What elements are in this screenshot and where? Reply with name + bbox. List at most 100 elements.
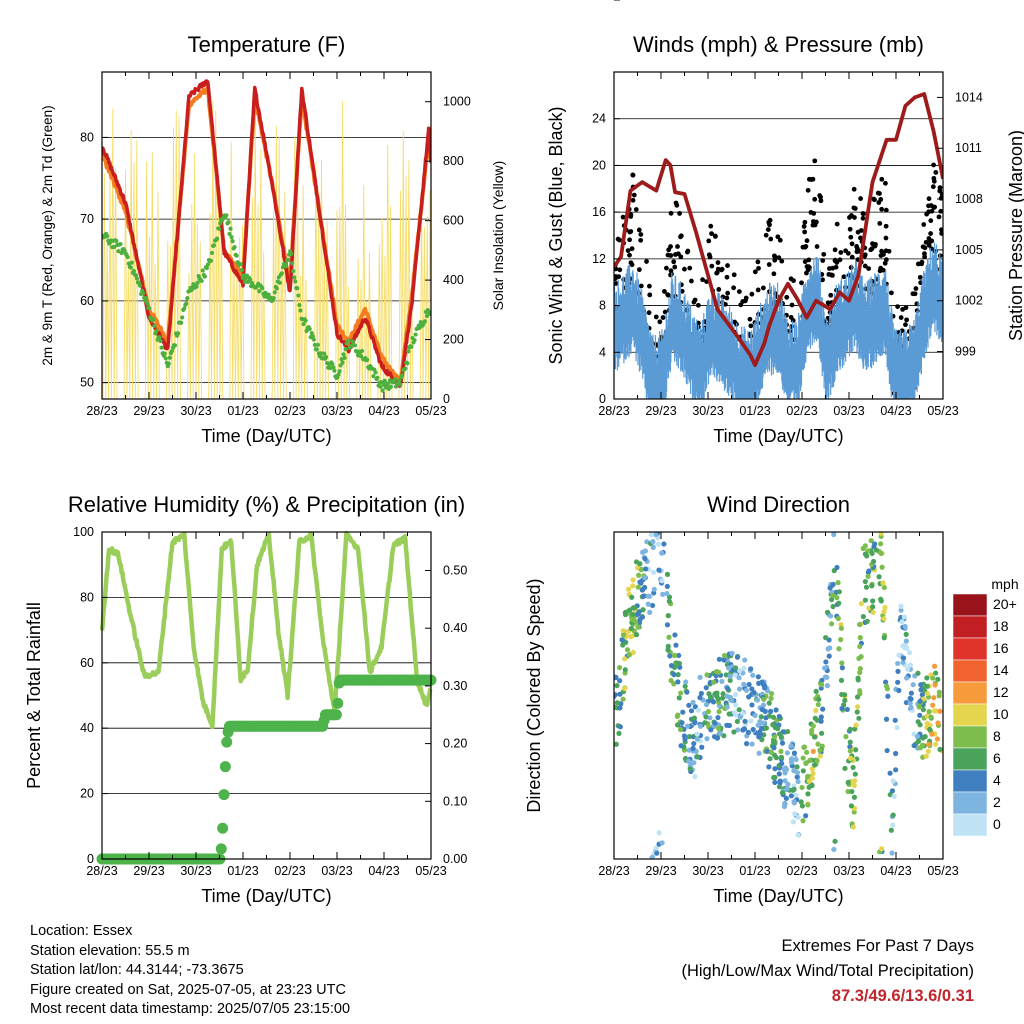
direction-point [845, 788, 851, 795]
dewpoint-point [422, 319, 427, 324]
gust-point [801, 224, 807, 229]
direction-point [930, 675, 936, 681]
dewpoint-point [274, 286, 279, 291]
legend-label: 18 [993, 618, 1009, 634]
dewpoint-point [296, 293, 301, 298]
direction-point [748, 718, 754, 724]
direction-point [770, 722, 776, 728]
direction-point [884, 686, 890, 692]
dewpoint-point [358, 354, 364, 359]
direction-point [809, 766, 815, 772]
humidity-precip-panel: 28/23 29/23 30/23 01/23 02/23 03/23 04/23 05/23… [24, 492, 467, 906]
direction-point [737, 714, 743, 720]
direction-point [743, 741, 750, 747]
x-axis-label: Time (Day/UTC) [713, 886, 843, 906]
direction-point [683, 679, 689, 685]
direction-point [893, 750, 899, 757]
direction-point [702, 720, 708, 726]
direction-point [692, 719, 698, 725]
direction-point [741, 665, 747, 671]
x-tick-label: 01/23 [227, 404, 258, 418]
direction-point [630, 583, 636, 589]
direction-point [869, 550, 875, 557]
plot-frame [101, 531, 432, 860]
direction-point [622, 685, 628, 692]
direction-point [647, 609, 653, 615]
direction-point [884, 747, 890, 754]
wind-direction-panel: 28/23 29/23 30/23 01/23 02/23 03/23 04/23 05/23… [524, 0, 959, 906]
gust-point [939, 191, 943, 197]
direction-point [832, 838, 838, 844]
direction-point [759, 725, 765, 732]
direction-point [807, 757, 813, 763]
dewpoint-point [360, 348, 365, 354]
direction-point [707, 694, 714, 700]
dewpoint-point [119, 250, 124, 256]
direction-point [676, 695, 682, 701]
gust-point [799, 280, 804, 286]
direction-point [905, 666, 911, 672]
direction-point [664, 571, 671, 577]
dewpoint-point [346, 338, 351, 343]
gust-point [668, 268, 674, 274]
direction-point [775, 725, 781, 732]
legend-title: mph [991, 576, 1018, 592]
extremes-box: Extremes For Past 7 Days (High/Low/Max W… [681, 934, 974, 1009]
gust-point [851, 186, 857, 192]
direction-point [749, 702, 755, 708]
direction-point [767, 756, 773, 762]
dewpoint-point [195, 280, 200, 285]
dewpoint-point [312, 342, 317, 348]
gust-point [678, 234, 683, 240]
y-right-tick-label: 400 [443, 273, 464, 287]
gust-point [912, 291, 918, 297]
gust-point [731, 272, 737, 278]
dewpoint-point [298, 308, 303, 313]
dewpoint-point [311, 337, 316, 342]
direction-point [684, 723, 691, 729]
gust-point [845, 250, 851, 256]
gust-point [898, 315, 904, 320]
extremes-values: 87.3/49.6/13.6/0.31 [831, 987, 974, 1005]
direction-point [883, 679, 889, 685]
direction-point [721, 657, 727, 663]
dewpoint-point [318, 351, 324, 356]
direction-point [838, 637, 844, 643]
direction-point [924, 690, 931, 697]
direction-point [614, 674, 619, 681]
gust-point [790, 318, 796, 323]
x-tick-label: 04/23 [368, 404, 399, 418]
direction-point [842, 765, 848, 772]
legend-label: 12 [993, 684, 1009, 700]
dewpoint-point [289, 251, 294, 256]
dewpoint-point [169, 348, 175, 354]
direction-point [694, 731, 700, 737]
y-tick-label: West [578, 0, 607, 3]
direction-point [862, 551, 868, 557]
direction-point [636, 572, 642, 578]
direction-point [896, 687, 902, 694]
gust-point [851, 205, 857, 211]
gust-point [917, 274, 923, 280]
direction-point [824, 683, 831, 689]
direction-point [676, 652, 682, 659]
direction-point [674, 722, 681, 728]
direction-point [791, 799, 797, 805]
direction-point [834, 595, 840, 601]
legend-label: 0 [993, 816, 1001, 832]
direction-point [785, 728, 791, 735]
gust-point [614, 266, 619, 272]
gust-point [675, 251, 681, 257]
direction-point [772, 779, 778, 786]
direction-point [772, 734, 778, 740]
direction-point [923, 753, 929, 759]
dewpoint-point [211, 243, 217, 248]
direction-point [642, 548, 649, 554]
direction-point [794, 764, 800, 770]
direction-point [908, 696, 914, 702]
direction-point [656, 567, 662, 573]
dewpoint-point [336, 372, 341, 377]
direction-point [678, 690, 684, 696]
y-tick-label: 100 [73, 525, 94, 539]
direction-point [712, 720, 718, 726]
